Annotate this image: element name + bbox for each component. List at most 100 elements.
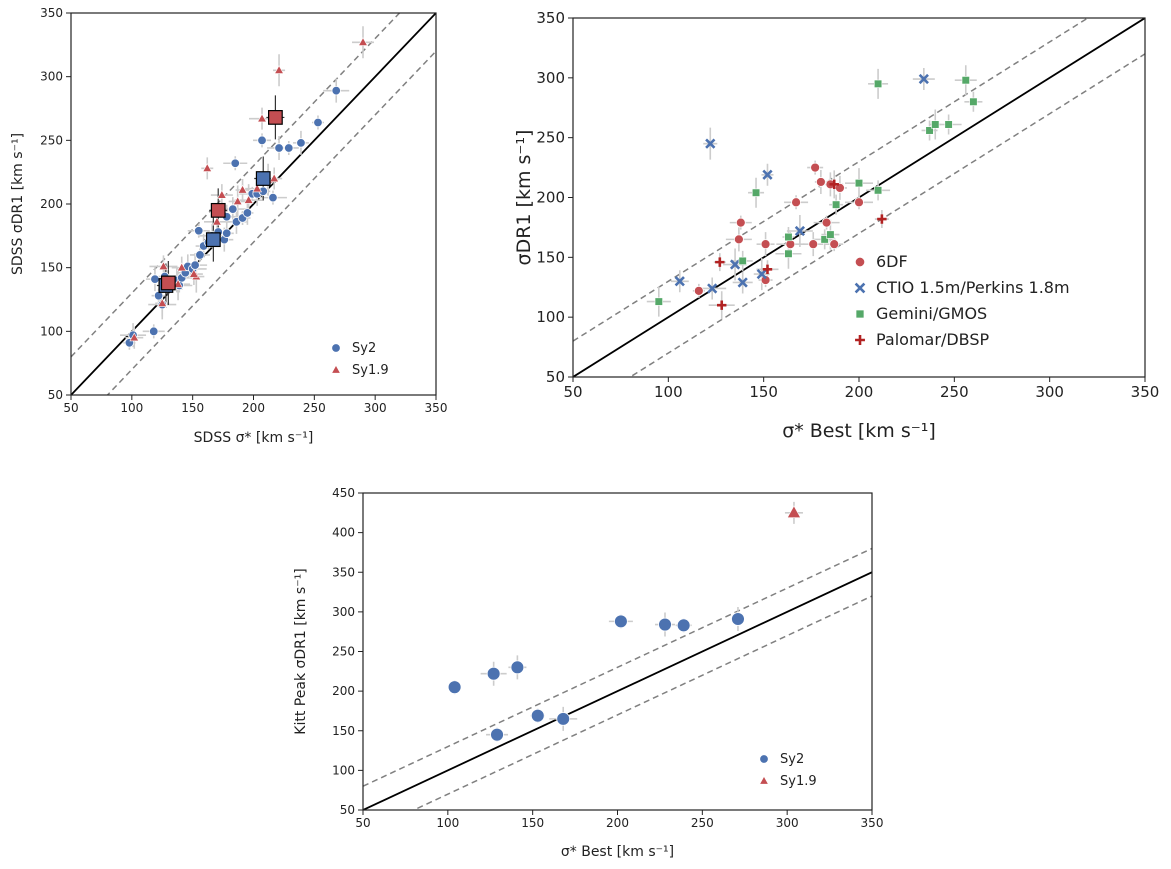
data-point bbox=[969, 97, 978, 106]
data-point bbox=[205, 232, 221, 248]
data-point bbox=[794, 225, 806, 237]
data-point bbox=[331, 85, 341, 96]
data-point bbox=[693, 285, 704, 296]
data-point bbox=[447, 680, 462, 695]
y-tick-label: 300 bbox=[536, 69, 565, 87]
data-point bbox=[252, 183, 263, 193]
data-point bbox=[707, 283, 718, 294]
data-point bbox=[854, 179, 864, 188]
data-point bbox=[194, 226, 204, 236]
data-point bbox=[228, 204, 238, 214]
y-tick-label: 450 bbox=[332, 486, 355, 500]
series-sy1-9-binned bbox=[160, 110, 283, 291]
data-point bbox=[877, 214, 887, 224]
data-point bbox=[268, 110, 283, 125]
x-tick-label: 50 bbox=[563, 383, 582, 401]
data-point bbox=[815, 177, 826, 187]
error-bars bbox=[120, 26, 374, 350]
data-point bbox=[925, 126, 934, 135]
data-point bbox=[158, 261, 169, 270]
data-point bbox=[190, 260, 200, 270]
data-point bbox=[257, 135, 267, 146]
panel-2-legend: 6DF CTIO 1.5m/Perkins 1.8m Gemini/GMOS P… bbox=[854, 252, 1070, 349]
data-point bbox=[313, 117, 323, 128]
panel-1-marks bbox=[71, 13, 436, 395]
y-tick-label: 150 bbox=[332, 724, 355, 738]
data-point bbox=[786, 505, 802, 518]
panel-sdss-comparison: 50 100 150 200 250 300 350 50 100 150 200 250 300 350… bbox=[10, 6, 447, 446]
y-tick-label: 50 bbox=[546, 368, 565, 386]
x-tick-label: 100 bbox=[436, 816, 459, 830]
data-point bbox=[733, 234, 744, 245]
panel-3-ticks: 50 100 150 200 250 300 350 50 100 150 200 250 300 350… bbox=[332, 486, 883, 830]
data-point bbox=[808, 239, 819, 250]
panel-3-legend: Sy2 Sy1.9 bbox=[759, 752, 817, 789]
data-point bbox=[873, 186, 883, 195]
data-point bbox=[737, 277, 748, 288]
y-tick-label: 200 bbox=[332, 684, 355, 698]
data-point bbox=[255, 171, 271, 186]
data-point bbox=[784, 232, 793, 242]
data-point bbox=[510, 660, 525, 675]
lower-dashed-line bbox=[106, 50, 436, 395]
data-point bbox=[189, 268, 199, 278]
data-point bbox=[738, 256, 747, 266]
upper-dashed-line bbox=[573, 18, 1090, 342]
legend-marker bbox=[331, 364, 341, 374]
legend-marker bbox=[854, 256, 866, 268]
y-tick-label: 350 bbox=[40, 6, 63, 20]
data-point bbox=[157, 298, 168, 307]
y-tick-label: 250 bbox=[332, 645, 355, 659]
x-tick-label: 350 bbox=[861, 816, 884, 830]
data-point bbox=[160, 275, 176, 291]
legend-palomar-label: Palomar/DBSP bbox=[876, 330, 990, 349]
panel-1-legend: Sy2 Sy1.9 bbox=[331, 341, 389, 378]
data-point bbox=[826, 230, 835, 239]
data-point bbox=[242, 208, 253, 218]
lower-dashed-line bbox=[628, 53, 1145, 377]
panel-3-ylabel: Kitt Peak σDR1 [km s⁻¹] bbox=[293, 568, 309, 734]
panel-2-ylabel: σDR1 [km s⁻¹] bbox=[513, 130, 535, 266]
data-point bbox=[791, 197, 801, 208]
data-point bbox=[931, 120, 940, 129]
x-tick-label: 300 bbox=[364, 401, 387, 415]
data-point bbox=[274, 143, 284, 153]
data-point bbox=[222, 228, 232, 238]
data-point bbox=[490, 727, 504, 742]
upper-dashed-line bbox=[363, 547, 872, 787]
legend-sy19-label: Sy1.9 bbox=[352, 363, 389, 378]
legend-sy2-label: Sy2 bbox=[352, 341, 376, 356]
panel-kitt-peak-comparison: 50 100 150 200 250 300 350 50 100 150 200 250 300 350… bbox=[293, 486, 883, 860]
data-point bbox=[820, 235, 829, 244]
y-tick-label: 300 bbox=[332, 605, 355, 619]
data-point bbox=[715, 257, 725, 267]
data-point bbox=[150, 274, 160, 284]
data-point bbox=[829, 239, 840, 250]
data-point bbox=[232, 196, 243, 205]
data-point bbox=[873, 79, 883, 88]
data-point bbox=[530, 708, 545, 723]
x-tick-label: 250 bbox=[940, 383, 969, 401]
data-point bbox=[674, 276, 685, 287]
data-point bbox=[676, 618, 691, 633]
data-point bbox=[821, 217, 832, 228]
series-sy1-9 bbox=[786, 505, 802, 518]
data-point bbox=[237, 184, 248, 194]
data-point bbox=[784, 249, 793, 258]
x-tick-label: 200 bbox=[606, 816, 629, 830]
data-point bbox=[810, 162, 821, 173]
series-6df bbox=[693, 162, 864, 296]
data-point bbox=[854, 197, 864, 208]
panel-3-xlabel: σ* Best [km s⁻¹] bbox=[561, 844, 674, 860]
data-point bbox=[257, 113, 267, 123]
y-tick-label: 100 bbox=[332, 763, 355, 777]
x-tick-label: 250 bbox=[691, 816, 714, 830]
panel-1-ylabel: SDSS σDR1 [km s⁻¹] bbox=[10, 133, 26, 275]
legend-gemini-label: Gemini/GMOS bbox=[876, 304, 987, 323]
data-point bbox=[832, 200, 841, 209]
series-sy2 bbox=[447, 612, 745, 742]
series-sy1-9 bbox=[129, 37, 368, 342]
legend-ctio-label: CTIO 1.5m/Perkins 1.8m bbox=[876, 278, 1070, 297]
x-tick-label: 150 bbox=[749, 383, 778, 401]
panel-1-xlabel: SDSS σ* [km s⁻¹] bbox=[194, 430, 314, 446]
